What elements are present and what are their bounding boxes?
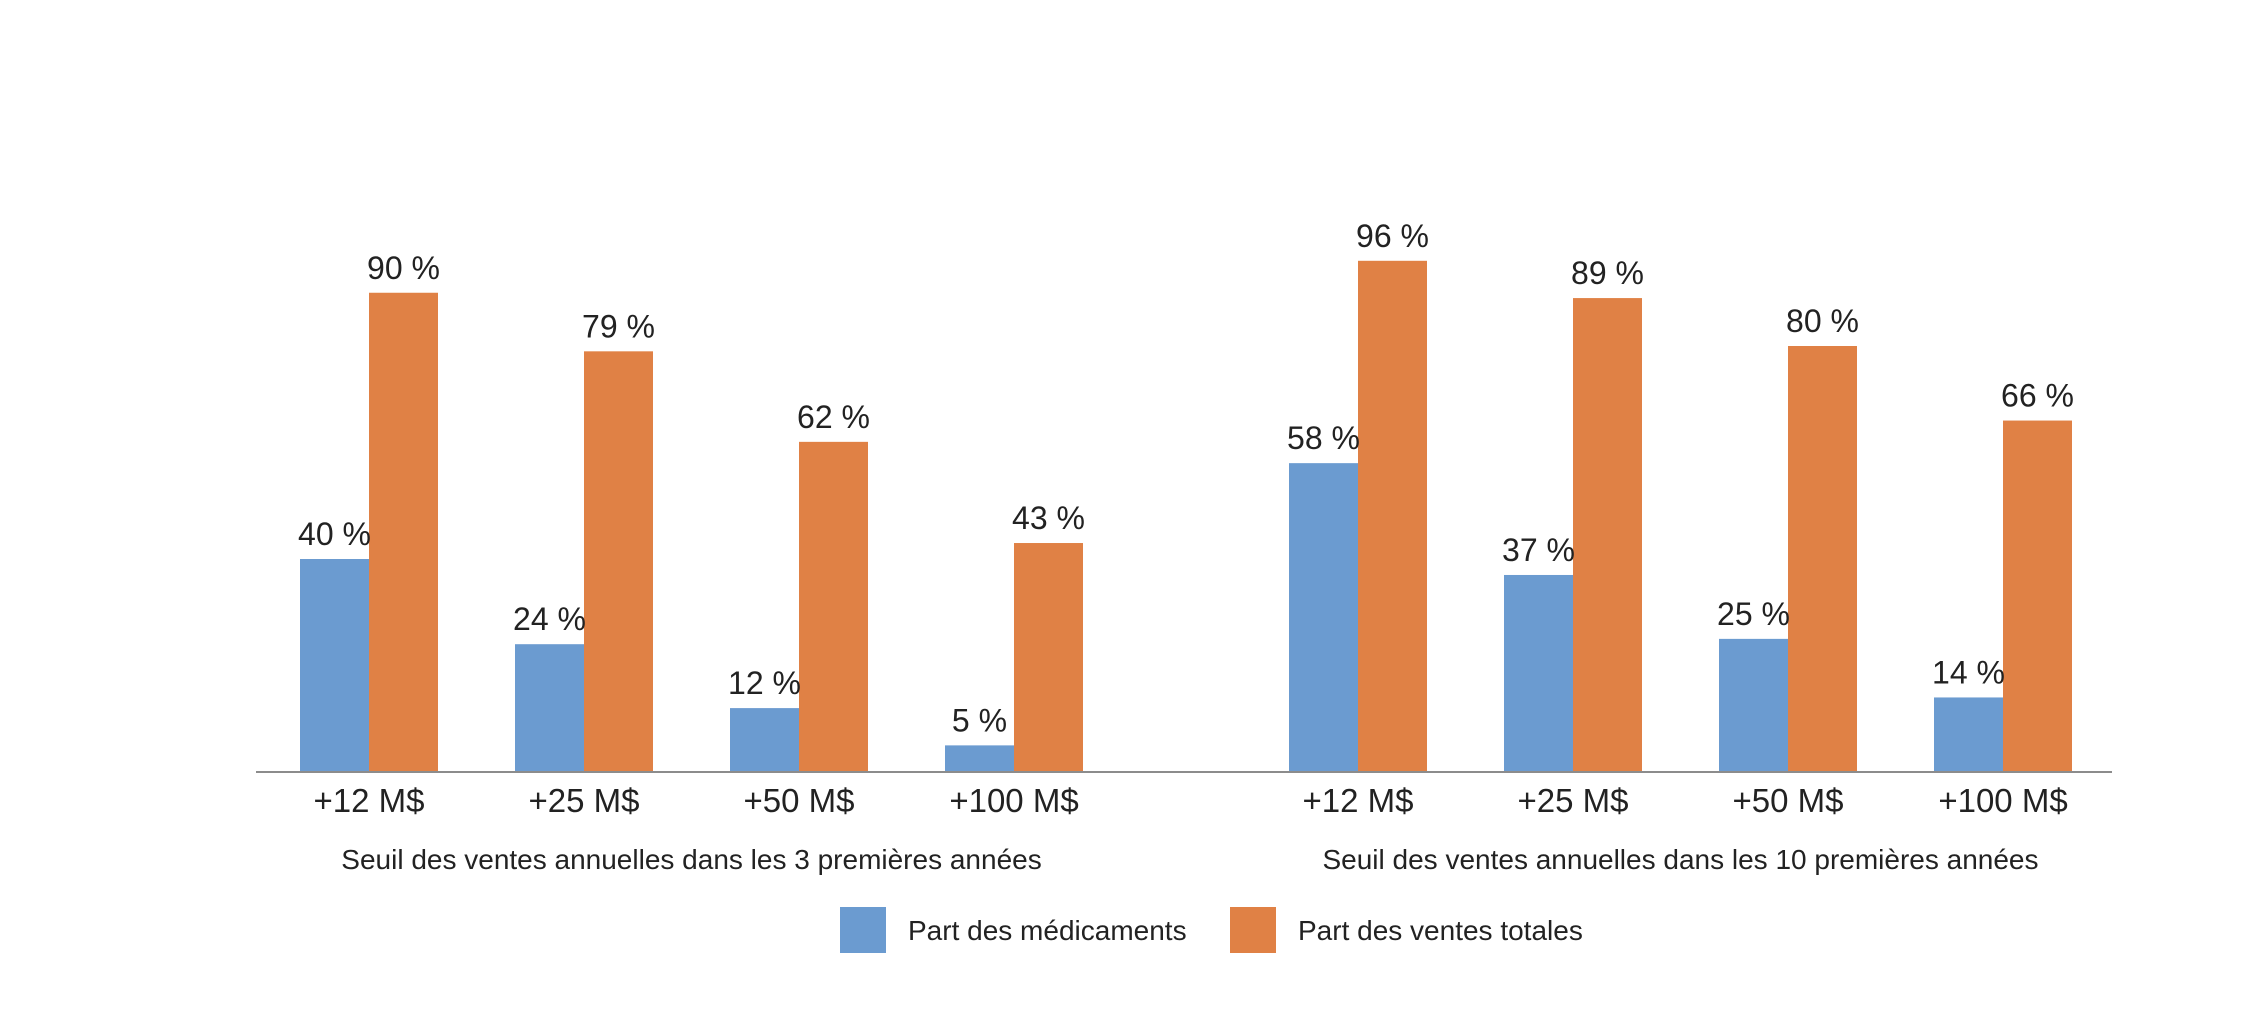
bar-medicaments-g1-c4 — [945, 745, 1014, 772]
value-label-medicaments-g2-c1: 58 % — [1287, 420, 1360, 456]
value-label-ventes-totales-g1-c3: 62 % — [797, 399, 870, 435]
value-label-medicaments-g2-c3: 25 % — [1717, 596, 1790, 632]
tick-labels-layer: +12 M$ +25 M$ +50 M$ +100 M$ +12 M$ +25 M$ +50… — [314, 782, 2068, 819]
x-tick-label-g1-c3: +50 M$ — [744, 782, 855, 819]
x-tick-label-g1-c4: +100 M$ — [949, 782, 1078, 819]
value-label-medicaments-g2-c2: 37 % — [1502, 532, 1575, 568]
value-label-medicaments-g1-c4: 5 % — [952, 702, 1007, 738]
bar-ventes-totales-g2-c2 — [1573, 298, 1642, 772]
value-label-medicaments-g1-c1: 40 % — [298, 516, 371, 552]
bar-medicaments-g1-c2 — [515, 644, 584, 772]
bars-layer — [300, 260, 2072, 772]
x-tick-label-g2-c2: +25 M$ — [1518, 782, 1629, 819]
bar-ventes-totales-g1-c1 — [369, 292, 438, 772]
bar-medicaments-g1-c1 — [300, 559, 369, 772]
value-labels-layer: 40 % 90 % 24 % 79 % 12 % 62 % 5 % 43 % 58 % 96 % 3… — [298, 218, 2074, 739]
value-label-ventes-totales-g1-c2: 79 % — [582, 308, 655, 344]
bar-medicaments-g2-c2 — [1504, 574, 1573, 772]
value-label-ventes-totales-g2-c1: 96 % — [1356, 218, 1429, 254]
legend: Part des médicaments Part des ventes tota… — [840, 907, 1583, 953]
bar-medicaments-g2-c4 — [1934, 697, 2003, 772]
value-label-ventes-totales-g2-c4: 66 % — [2001, 378, 2074, 414]
x-tick-label-g1-c2: +25 M$ — [529, 782, 640, 819]
bar-ventes-totales-g1-c3 — [799, 441, 868, 772]
value-label-medicaments-g1-c3: 12 % — [728, 665, 801, 701]
group-labels-layer: Seuil des ventes annuelles dans les 3 pr… — [341, 844, 2038, 875]
legend-label-medicaments: Part des médicaments — [908, 915, 1187, 946]
group-label-2: Seuil des ventes annuelles dans les 10 p… — [1322, 844, 2038, 875]
bar-ventes-totales-g2-c3 — [1788, 346, 1857, 772]
value-label-ventes-totales-g1-c1: 90 % — [367, 250, 440, 286]
group-label-1: Seuil des ventes annuelles dans les 3 pr… — [341, 844, 1041, 875]
bar-ventes-totales-g1-c4 — [1014, 543, 1083, 772]
bar-ventes-totales-g2-c4 — [2003, 420, 2072, 772]
bar-medicaments-g2-c1 — [1289, 463, 1358, 772]
x-tick-label-g2-c4: +100 M$ — [1938, 782, 2067, 819]
value-label-ventes-totales-g2-c3: 80 % — [1786, 303, 1859, 339]
value-label-ventes-totales-g2-c2: 89 % — [1571, 255, 1644, 291]
value-label-medicaments-g2-c4: 14 % — [1932, 654, 2005, 690]
x-tick-label-g2-c1: +12 M$ — [1303, 782, 1414, 819]
value-label-ventes-totales-g1-c4: 43 % — [1012, 500, 1085, 536]
bar-medicaments-g2-c3 — [1719, 638, 1788, 772]
legend-swatch-ventes-totales — [1230, 907, 1276, 953]
legend-swatch-medicaments — [840, 907, 886, 953]
bar-ventes-totales-g2-c1 — [1358, 260, 1427, 772]
value-label-medicaments-g1-c2: 24 % — [513, 601, 586, 637]
x-tick-label-g1-c1: +12 M$ — [314, 782, 425, 819]
legend-label-ventes-totales: Part des ventes totales — [1298, 915, 1583, 946]
x-tick-label-g2-c3: +50 M$ — [1733, 782, 1844, 819]
bar-ventes-totales-g1-c2 — [584, 351, 653, 772]
bar-medicaments-g1-c3 — [730, 708, 799, 772]
